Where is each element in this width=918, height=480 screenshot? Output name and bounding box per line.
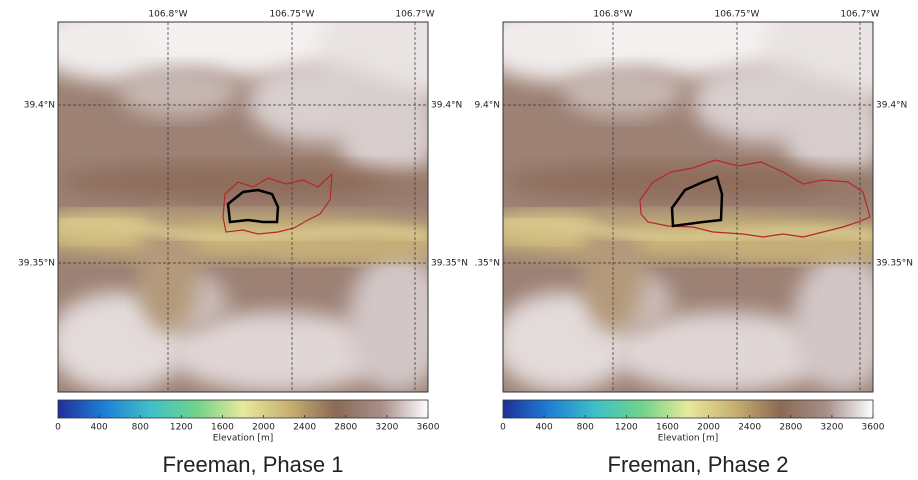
colorbar-tick-label: 1200: [170, 423, 193, 433]
map-panel: 106.8°W 106.75°W 106.7°W 39.4°N 39.35°N 39.4°…: [18, 10, 468, 477]
terrain-blob: [118, 67, 238, 117]
colorbar: [502, 399, 874, 419]
terrain-blob: [503, 164, 873, 200]
panel-title: Freeman, Phase 1: [163, 452, 344, 477]
colorbar-tick-label: 2400: [293, 423, 316, 433]
terrain-blob: [713, 233, 873, 261]
lon-label: 106.75°W: [715, 10, 760, 20]
fire-perimeter: [639, 159, 871, 238]
lat-label: .35°N: [474, 259, 500, 269]
lat-label: 39.4°N: [24, 101, 55, 111]
lon-label: 106.8°W: [148, 10, 187, 20]
lat-label: 39.35°N: [18, 259, 55, 269]
terrain-blob: [793, 252, 873, 392]
colorbar-tick-label: 400: [91, 423, 108, 433]
lat-label: 39.4°N: [431, 101, 462, 111]
map-panel: 106.8°W 106.75°W 106.7°W 9.4°N .35°N 39.4°N 39…: [474, 10, 913, 477]
terrain-blob: [168, 312, 388, 392]
colorbar-tick-label: 2800: [779, 423, 802, 433]
lat-label: 39.35°N: [431, 259, 468, 269]
lat-label: 39.35°N: [876, 259, 913, 269]
colorbar-label: Elevation [m]: [658, 434, 718, 444]
colorbar-tick-label: 1600: [656, 423, 679, 433]
terrain-blob: [613, 312, 833, 392]
colorbar-tick-label: 3200: [375, 423, 398, 433]
colorbar-tick-label: 2000: [697, 423, 720, 433]
lat-label: 39.4°N: [876, 101, 907, 111]
colorbar-tick-label: 800: [577, 423, 594, 433]
colorbar-tick-label: 400: [536, 423, 553, 433]
colorbar-tick-label: 2800: [334, 423, 357, 433]
lon-label: 106.7°W: [840, 10, 879, 20]
colorbar-tick-label: 2000: [252, 423, 275, 433]
terrain-blob: [338, 82, 428, 182]
lon-label: 106.7°W: [395, 10, 434, 20]
colorbar-tick-label: 800: [132, 423, 149, 433]
colorbar-tick-label: 0: [500, 423, 506, 433]
valley: [58, 216, 428, 243]
colorbar-tick-label: 1600: [211, 423, 234, 433]
lat-label: 9.4°N: [474, 101, 500, 111]
terrain-blob: [58, 164, 428, 200]
fire-perimeter-core: [226, 188, 280, 224]
colorbar-tick-label: 3200: [820, 423, 843, 433]
terrain: [58, 22, 428, 392]
colorbar-tick-label: 3600: [862, 423, 885, 433]
colorbar-label: Elevation [m]: [213, 434, 273, 444]
terrain-blob: [268, 233, 428, 261]
colorbar-tick-label: 0: [55, 423, 61, 433]
fire-perimeter: [222, 172, 333, 235]
colorbar-tick-label: 3600: [417, 423, 440, 433]
colorbar-tick-label: 2400: [738, 423, 761, 433]
lon-label: 106.75°W: [270, 10, 315, 20]
fire-perimeter-core: [670, 175, 724, 228]
colorbar-tick-label: 1200: [615, 423, 638, 433]
terrain-blob: [783, 82, 873, 182]
colorbar: [57, 399, 429, 419]
panel-title: Freeman, Phase 2: [608, 452, 789, 477]
terrain: [503, 22, 873, 392]
terrain-blob: [563, 67, 683, 117]
terrain-blob: [348, 252, 428, 392]
lon-label: 106.8°W: [593, 10, 632, 20]
map-frame: [502, 21, 874, 393]
map-frame: [57, 21, 429, 393]
